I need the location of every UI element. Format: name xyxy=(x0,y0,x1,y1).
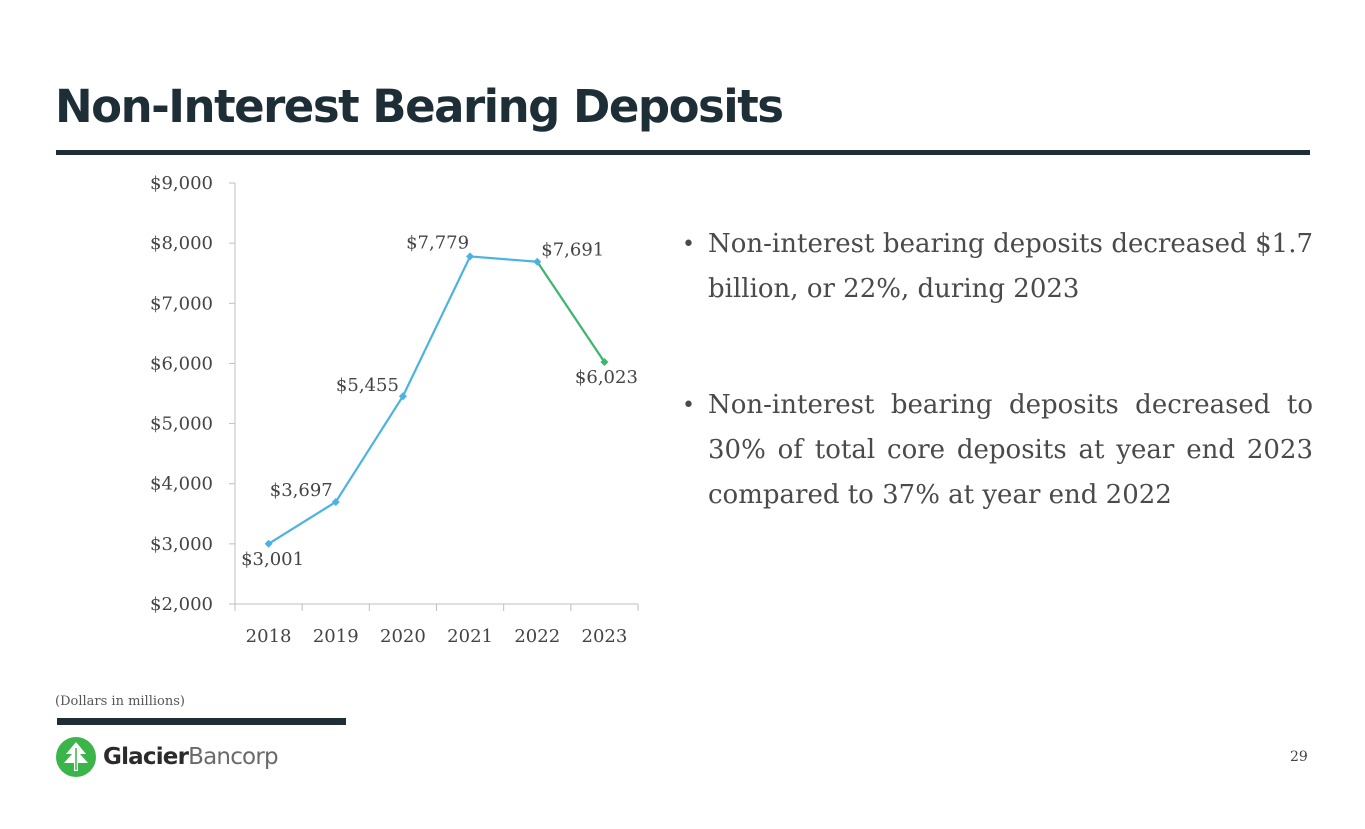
series-line-segment xyxy=(334,395,404,503)
bullet-list: Non-interest bearing deposits decreased … xyxy=(680,222,1313,589)
data-label: $5,455 xyxy=(336,375,399,396)
x-tick-label: 2022 xyxy=(514,626,560,647)
x-tick-label: 2018 xyxy=(246,626,292,647)
bullet-item: Non-interest bearing deposits decreased … xyxy=(680,383,1313,518)
data-label: $6,023 xyxy=(575,367,638,388)
bullet-item: Non-interest bearing deposits decreased … xyxy=(680,222,1313,312)
y-tick-label: $9,000 xyxy=(150,173,213,194)
series-line-segment xyxy=(536,261,606,363)
x-tick-label: 2021 xyxy=(447,626,493,647)
data-point-marker xyxy=(264,539,273,548)
title-divider xyxy=(56,150,1310,155)
company-name: GlacierBancorp xyxy=(103,744,279,770)
series-line-segment xyxy=(469,255,538,263)
y-tick-label: $4,000 xyxy=(150,474,213,495)
data-point-marker xyxy=(600,358,609,367)
y-tick-label: $6,000 xyxy=(150,353,213,374)
footer-divider xyxy=(57,718,346,725)
data-label: $3,001 xyxy=(241,549,304,570)
series-line-segment xyxy=(268,501,337,545)
company-name-light: Bancorp xyxy=(188,744,278,770)
y-tick-label: $5,000 xyxy=(150,414,213,435)
data-label: $7,691 xyxy=(541,240,604,261)
x-tick-label: 2020 xyxy=(380,626,426,647)
x-tick-label: 2023 xyxy=(582,626,628,647)
slide-title: Non-Interest Bearing Deposits xyxy=(55,80,784,133)
data-label: $7,779 xyxy=(406,232,469,253)
glacier-tree-logo-icon xyxy=(56,737,96,777)
company-logo: GlacierBancorp xyxy=(55,736,279,778)
data-point-marker xyxy=(398,392,407,401)
data-point-marker xyxy=(466,252,475,261)
y-tick-label: $3,000 xyxy=(150,534,213,555)
page-number: 29 xyxy=(1290,749,1308,765)
y-tick-label: $8,000 xyxy=(150,233,213,254)
company-name-bold: Glacier xyxy=(103,744,189,770)
y-tick-label: $7,000 xyxy=(150,293,213,314)
series-line-segment xyxy=(401,255,472,397)
data-point-marker xyxy=(331,497,340,506)
data-label: $3,697 xyxy=(270,480,333,501)
line-chart: $2,000 $3,000 $4,000 $5,000 $6,000 $7,000 $8,0… xyxy=(150,173,639,647)
data-point-marker xyxy=(533,257,542,266)
footnote: (Dollars in millions) xyxy=(55,694,185,709)
x-tick-label: 2019 xyxy=(313,626,359,647)
y-tick-label: $2,000 xyxy=(150,594,213,615)
